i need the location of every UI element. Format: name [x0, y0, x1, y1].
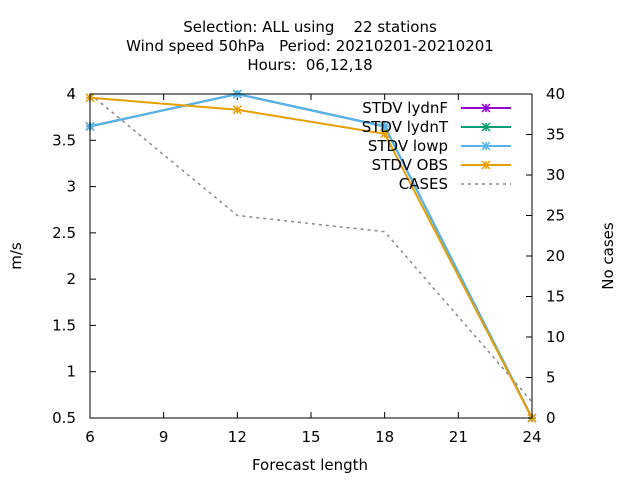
data-point [380, 121, 390, 131]
y2-axis-label: No cases [599, 222, 617, 290]
series-cases [89, 93, 533, 403]
title-line: Hours: 06,12,18 [247, 56, 372, 74]
y-tick-label: 0.5 [52, 409, 76, 427]
legend-marker [481, 141, 491, 151]
y2-tick-label: 20 [546, 247, 565, 265]
series-stdv-lowp [85, 89, 537, 423]
data-point [232, 105, 242, 115]
legend-label: STDV OBS [372, 156, 448, 174]
x-tick-label: 6 [85, 428, 95, 446]
y2-tick-label: 30 [546, 166, 565, 184]
y-tick-label: 1 [66, 363, 76, 381]
x-tick-label: 9 [159, 428, 169, 446]
series-stdv-obs [85, 93, 537, 423]
legend-marker [481, 103, 491, 113]
legend-label: CASES [399, 175, 448, 193]
legend-label: STDV lydnT [362, 118, 449, 136]
series-stdv-lydnf [85, 89, 537, 423]
legend-label: STDV lydnF [362, 99, 448, 117]
x-tick-label: 15 [301, 428, 320, 446]
title-line: Wind speed 50hPa Period: 20210201-202102… [126, 37, 494, 55]
y2-tick-label: 35 [546, 126, 565, 144]
x-tick-label: 21 [449, 428, 468, 446]
y2-tick-label: 25 [546, 207, 565, 225]
y2-axis: 0 5 10 15 20 25 30 35 40 [526, 85, 565, 427]
series-line [89, 92, 533, 419]
x-tick-label: 18 [375, 428, 394, 446]
series-line [89, 92, 533, 419]
y2-tick-label: 15 [546, 288, 565, 306]
x-tick-label: 24 [522, 428, 541, 446]
legend-marker [481, 122, 491, 132]
y2-tick-label: 10 [546, 328, 565, 346]
series-line [89, 92, 533, 419]
y-tick-label: 2 [66, 270, 76, 288]
series-stdv-lydnt [85, 89, 537, 423]
data-point [380, 129, 390, 139]
legend-label: STDV lowp [368, 137, 448, 155]
y-tick-label: 2.5 [52, 224, 76, 242]
y-tick-label: 1.5 [52, 316, 76, 334]
x-tick-label: 12 [228, 428, 247, 446]
series-line [89, 96, 533, 419]
y2-tick-label: 40 [546, 85, 565, 103]
plot-frame [89, 93, 533, 419]
y-axis-label: m/s [7, 242, 25, 270]
series-line [89, 93, 533, 403]
series-lines [85, 89, 537, 423]
y-tick-label: 3 [66, 178, 76, 196]
x-axis: 6 9 12 15 18 21 24 [85, 94, 542, 446]
x-axis-label: Forecast length [252, 456, 368, 474]
y2-tick-label: 5 [546, 369, 556, 387]
y2-tick-label: 0 [546, 409, 556, 427]
y-tick-label: 4 [66, 85, 76, 103]
y-tick-label: 3.5 [52, 131, 76, 149]
title-line: Selection: ALL using 22 stations [183, 18, 437, 36]
y-axis: 0.5 1 1.5 2 2.5 3 3.5 4 [52, 85, 96, 427]
legend-marker [481, 160, 491, 170]
